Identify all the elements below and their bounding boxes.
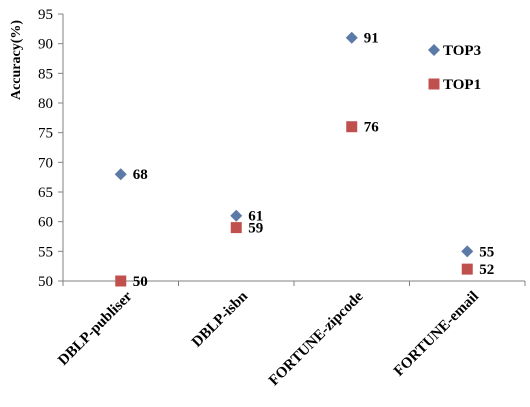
legend: TOP3 TOP1 — [428, 43, 481, 93]
x-tick-label: DBLP-isbn — [189, 288, 251, 350]
y-tick-label: 65 — [38, 185, 53, 201]
chart-axes — [58, 13, 526, 286]
point-top3 — [461, 245, 474, 258]
data-label: 61 — [248, 209, 263, 225]
y-tick-label: 90 — [38, 37, 53, 53]
data-label: 68 — [133, 167, 148, 183]
data-label: 91 — [364, 31, 379, 47]
x-tick-label: FORTUNE-email — [391, 289, 482, 380]
data-label: 55 — [479, 244, 494, 260]
y-tick-label: 75 — [38, 126, 53, 142]
x-tick-label: FORTUNE-zipcode — [266, 288, 367, 389]
point-top1 — [346, 121, 358, 133]
y-tick-label: 80 — [38, 96, 53, 112]
data-label: 76 — [364, 120, 380, 136]
point-top1 — [115, 275, 127, 287]
data-label: 52 — [479, 262, 494, 278]
y-tick-label: 50 — [38, 274, 53, 290]
y-tick-label: 55 — [38, 244, 53, 260]
legend-label-top3: TOP3 — [443, 43, 481, 59]
y-tick-label: 70 — [38, 155, 53, 171]
data-marks: 68 61 91 55 50 59 76 52 — [114, 31, 494, 290]
legend-marker-top3 — [428, 44, 440, 56]
x-tick-labels: DBLP-publiser DBLP-isbn FORTUNE-zipcode FOR… — [55, 288, 482, 389]
y-tick-label: 60 — [38, 215, 53, 231]
legend-marker-top1 — [428, 78, 440, 90]
y-tick-labels: 50 55 60 65 70 75 80 85 90 95 — [38, 7, 53, 290]
data-label: 50 — [133, 274, 148, 290]
y-axis-title: Accuracy(%) — [9, 20, 24, 100]
point-top1 — [230, 222, 242, 234]
point-top3 — [345, 31, 358, 44]
legend-label-top1: TOP1 — [443, 77, 481, 93]
point-top3 — [230, 209, 243, 222]
point-top3 — [114, 168, 127, 181]
x-tick-label: DBLP-publiser — [55, 288, 136, 369]
point-top1 — [461, 263, 473, 275]
y-tick-label: 85 — [38, 66, 53, 82]
y-tick-label: 95 — [38, 7, 53, 23]
data-label: 59 — [248, 221, 263, 237]
